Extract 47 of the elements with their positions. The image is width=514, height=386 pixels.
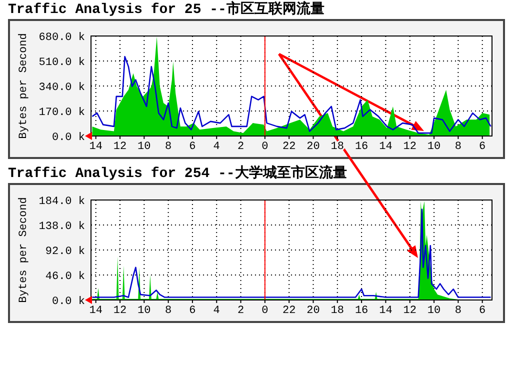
x-tick-label: 14 xyxy=(89,141,103,153)
y-tick-label: 92.0 k xyxy=(45,246,86,258)
chart-title: Traffic Analysis for 25 --市区互联网流量 xyxy=(8,0,324,18)
x-tick-label: 6 xyxy=(189,305,196,317)
y-tick-label: 680.0 k xyxy=(38,32,86,44)
x-tick-label: 8 xyxy=(164,305,172,317)
chart-title: Traffic Analysis for 254 --大学城至市区流量 xyxy=(8,164,347,182)
x-tick-label: 0 xyxy=(262,141,268,153)
x-tick-label: 2 xyxy=(237,305,244,317)
x-tick-label: 16 xyxy=(354,141,368,153)
y-axis-title: Bytes per Second xyxy=(18,33,30,139)
y-tick-label: 170.0 k xyxy=(38,107,86,119)
y-tick-label: 0.0 k xyxy=(52,296,86,308)
x-tick-label: 6 xyxy=(479,305,486,317)
y-tick-label: 0.0 k xyxy=(52,132,86,144)
x-tick-label: 10 xyxy=(427,141,441,153)
x-tick-label: 2 xyxy=(237,141,244,153)
x-tick-label: 8 xyxy=(454,141,462,153)
x-tick-label: 6 xyxy=(479,141,486,153)
y-tick-label: 46.0 k xyxy=(45,271,86,283)
y-tick-label: 340.0 k xyxy=(38,82,86,94)
x-tick-label: 8 xyxy=(454,305,462,317)
x-tick-label: 12 xyxy=(113,305,127,317)
x-tick-label: 4 xyxy=(213,305,220,317)
x-tick-label: 10 xyxy=(427,305,441,317)
x-tick-label: 6 xyxy=(189,141,196,153)
y-tick-label: 510.0 k xyxy=(38,57,86,69)
x-tick-label: 14 xyxy=(379,141,393,153)
x-tick-label: 12 xyxy=(403,305,416,317)
x-tick-label: 10 xyxy=(138,305,151,317)
x-tick-label: 20 xyxy=(306,141,320,153)
x-tick-label: 20 xyxy=(306,305,320,317)
y-tick-label: 138.0 k xyxy=(38,221,86,233)
y-tick-label: 184.0 k xyxy=(38,196,86,208)
x-tick-label: 4 xyxy=(213,141,220,153)
y-axis-title: Bytes per Second xyxy=(18,197,30,303)
x-tick-label: 12 xyxy=(113,141,127,153)
x-tick-label: 8 xyxy=(164,141,172,153)
x-tick-label: 22 xyxy=(282,305,296,317)
x-tick-label: 12 xyxy=(403,141,416,153)
x-tick-label: 14 xyxy=(89,305,103,317)
x-tick-label: 10 xyxy=(138,141,151,153)
x-tick-label: 0 xyxy=(262,305,268,317)
x-tick-label: 14 xyxy=(379,305,393,317)
x-tick-label: 22 xyxy=(282,141,296,153)
x-tick-label: 16 xyxy=(354,305,368,317)
x-tick-label: 18 xyxy=(330,305,344,317)
